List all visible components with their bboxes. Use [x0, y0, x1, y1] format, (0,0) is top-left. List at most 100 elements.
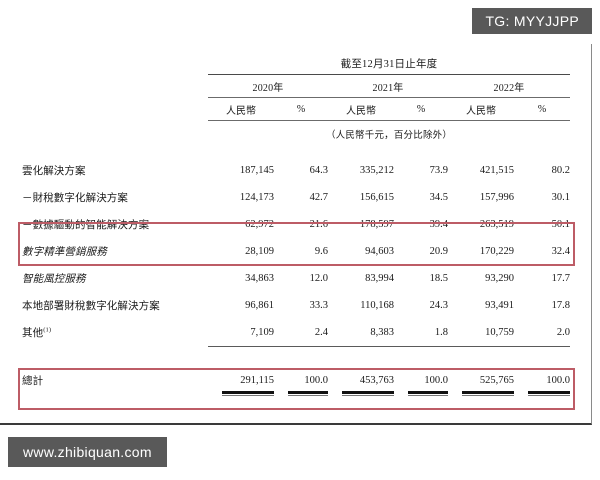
table-header-sub-row: 人民幣 % 人民幣 % 人民幣 %: [22, 98, 570, 121]
year-header-2021: 2021年: [372, 83, 404, 94]
subheader-rule-1: [208, 120, 274, 121]
financial-breakdown-table: 截至12月31日止年度 2020年 2021年 2022年 人民幣 % 人民幣 …: [22, 56, 570, 396]
cell-pct-2022年: 30.1: [551, 192, 570, 203]
year-rule-2022: [448, 97, 570, 98]
cell-pct-2022年: 80.2: [551, 165, 570, 176]
cell-rmb-2021年: 94,603: [365, 246, 394, 257]
table-header-period-row: 截至12月31日止年度: [22, 56, 570, 74]
row-label-text: 本地部署財稅數字化解決方案: [22, 301, 160, 312]
double-underline: [462, 390, 514, 396]
total-pct-2022-value: 100.0: [546, 374, 570, 386]
table-row-total: 總計 291,115 100.0 453,763 100.0 525,765: [22, 367, 570, 396]
subheader-rule-5: [448, 120, 514, 121]
period-title: 截至12月31日止年度: [340, 59, 438, 70]
double-underline: [408, 390, 448, 396]
table-row: 本地部署財稅數字化解決方案 96,861 33.3 110,168 24.3 93,491…: [22, 292, 570, 319]
cell-rmb-2020年: 124,173: [239, 192, 274, 203]
subheader-rule-row: [22, 120, 570, 121]
cell-rmb-2021年: 156,615: [359, 192, 394, 203]
subheader-rmb-2021: 人民幣: [346, 106, 376, 117]
row-label: －財稅數字化解決方案: [22, 184, 208, 211]
cell-rmb-2022年: 421,515: [479, 165, 514, 176]
subheader-rule-6: [514, 120, 570, 121]
cell-pct-2022年: 17.8: [551, 300, 570, 311]
cell-pct-2020年: 9.6: [314, 246, 328, 257]
subheader-pct-2022: %: [537, 104, 547, 115]
cell-pct-2020年: 42.7: [309, 192, 328, 203]
site-watermark-badge: www.zhibiquan.com: [8, 437, 167, 467]
row-label-text: 雲化解決方案: [22, 166, 86, 177]
header-body-gap: [22, 143, 570, 157]
table-header-years-row: 2020年 2021年 2022年: [22, 75, 570, 98]
cell-rmb-2021年: 110,168: [360, 300, 394, 311]
cell-rmb-2022年: 157,996: [479, 192, 514, 203]
table-row: 雲化解決方案 187,145 64.3 335,212 73.9 421,515 80.2: [22, 157, 570, 184]
total-pct-2020: 100.0: [274, 367, 328, 396]
table-row: 數字精準營銷服務 28,109 9.6 94,603 20.9 170,229 32.4: [22, 238, 570, 265]
row-label-text: 其他: [22, 328, 44, 339]
gap-cell: [22, 346, 570, 367]
double-underline: [528, 390, 570, 396]
cell-rmb-2021年: 8,383: [328, 319, 394, 347]
subheader-rule-2: [274, 120, 328, 121]
unit-note: （人民幣千元，百分比除外）: [325, 131, 453, 141]
tg-watermark-text: TG: MYYJJPP: [485, 13, 579, 29]
row-label-text: 數字精準營銷服務: [22, 247, 107, 258]
table-row: －財稅數字化解決方案 124,173 42.7 156,615 34.5 157,996 3…: [22, 184, 570, 211]
footnote-marker: (1): [43, 326, 52, 334]
row-label: 智能風控服務: [22, 265, 208, 292]
year-rule-2020: [208, 97, 328, 98]
cell-pct-2022年: 50.1: [551, 219, 570, 230]
cell-pct-2020年: 21.6: [309, 219, 328, 230]
total-rmb-2021: 453,763: [328, 367, 394, 396]
cell-rmb-2021年: 335,212: [359, 165, 394, 176]
total-rmb-2022-value: 525,765: [479, 374, 514, 386]
total-pct-2022: 100.0: [514, 367, 570, 396]
row-label-text: －財稅數字化解決方案: [22, 193, 128, 204]
cell-pct-2021年: 39.4: [429, 219, 448, 230]
cell-rmb-2020年: 34,863: [245, 273, 274, 284]
cell-pct-2021年: 34.5: [429, 192, 448, 203]
cell-rmb-2020年: 28,109: [245, 246, 274, 257]
cell-rmb-2022年: 170,229: [479, 246, 514, 257]
row-label: 本地部署財稅數字化解決方案: [22, 292, 208, 319]
total-label: 總計: [22, 375, 44, 387]
cell-rmb-2020年: 96,861: [245, 300, 274, 311]
subheader-pct-2020: %: [296, 104, 306, 115]
unit-note-row: （人民幣千元，百分比除外）: [22, 121, 570, 144]
subheader-rule-3: [328, 120, 394, 121]
cell-rmb-2021年: 178,597: [359, 219, 394, 230]
cell-pct-2021年: 73.9: [429, 165, 448, 176]
spacer-cell: [22, 75, 208, 98]
table-row: －數據驅動的智能解決方案 62,972 21.6 178,597 39.4 263,519…: [22, 211, 570, 238]
cell-pct-2022年: 2.0: [514, 319, 570, 347]
cell-pct-2020年: 12.0: [309, 273, 328, 284]
site-watermark-text: www.zhibiquan.com: [23, 444, 152, 460]
year-header-2020: 2020年: [252, 83, 284, 94]
year-rule-row: [22, 97, 570, 98]
cell-rmb-2020年: 187,145: [239, 165, 274, 176]
spacer-cell: [22, 121, 208, 144]
header-rule-row: [22, 74, 570, 75]
row-label: －數據驅動的智能解決方案: [22, 211, 208, 238]
subheader-rule-4: [394, 120, 448, 121]
row-label-text: 智能風控服務: [22, 274, 86, 285]
double-underline: [342, 390, 394, 396]
cell-rmb-2020年: 62,972: [245, 219, 274, 230]
row-label-text: －數據驅動的智能解決方案: [22, 220, 150, 231]
cell-pct-2022年: 17.7: [551, 273, 570, 284]
cell-rmb-2020年: 7,109: [208, 319, 274, 347]
total-gap-row: [22, 346, 570, 367]
year-header-2022: 2022年: [493, 83, 525, 94]
double-underline: [288, 390, 328, 396]
spacer-cell: [22, 98, 208, 121]
cell-pct-2020年: 64.3: [309, 165, 328, 176]
total-rmb-2020: 291,115: [208, 367, 274, 396]
total-pct-2021-value: 100.0: [424, 374, 448, 386]
document-page: 截至12月31日止年度 2020年 2021年 2022年 人民幣 % 人民幣 …: [0, 44, 592, 425]
total-rmb-2022: 525,765: [448, 367, 514, 396]
spacer-cell: [22, 56, 208, 74]
cell-rmb-2022年: 263,519: [479, 219, 514, 230]
row-label: 雲化解決方案: [22, 157, 208, 184]
tg-watermark-badge: TG: MYYJJPP: [472, 8, 592, 34]
